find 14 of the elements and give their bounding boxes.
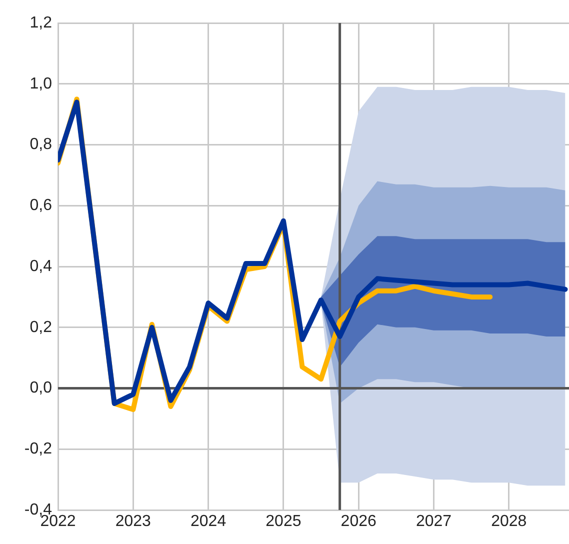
x-tick-label: 2024: [190, 513, 226, 530]
y-tick-label: 0,8: [30, 136, 52, 154]
x-tick-label: 2028: [491, 513, 527, 530]
y-tick-label: 1,2: [30, 14, 52, 32]
x-tick-label: 2027: [416, 513, 452, 530]
x-tick-label: 2026: [340, 513, 376, 530]
x-tick-label: 2023: [115, 513, 152, 530]
y-tick-label: -0,2: [24, 440, 52, 458]
y-tick-label: 0,4: [30, 258, 52, 275]
y-tick-label: 0,2: [30, 318, 52, 336]
y-tick-label: 1,0: [30, 75, 52, 92]
x-tick-label: 2025: [266, 513, 302, 530]
y-tick-label: 0,0: [30, 380, 52, 397]
y-tick-label: 0,6: [30, 197, 52, 214]
